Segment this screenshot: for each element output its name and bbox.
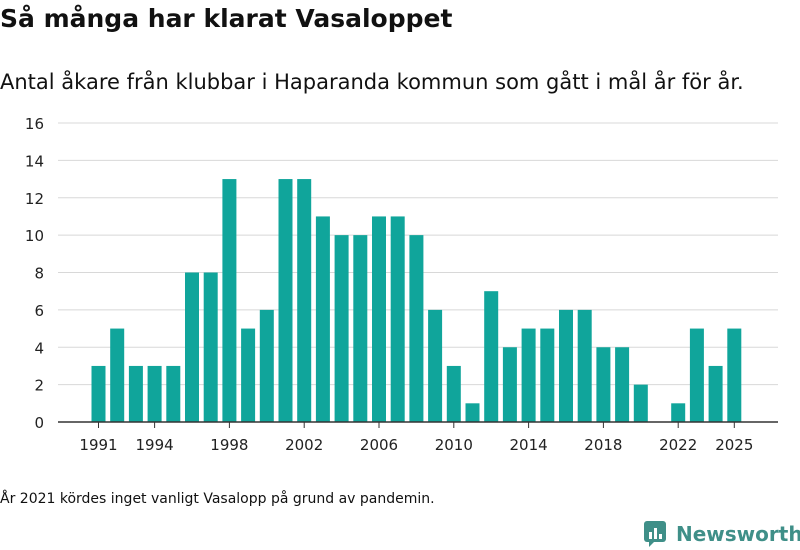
x-tick-label: 2022 — [659, 436, 697, 454]
bar-2018[interactable] — [596, 347, 611, 422]
bar-1992[interactable] — [110, 328, 125, 422]
y-tick-label: 14 — [25, 152, 44, 170]
x-tick-label: 2002 — [285, 436, 323, 454]
bar-2019[interactable] — [615, 347, 630, 422]
y-tick-label: 12 — [25, 190, 44, 208]
bar-1994[interactable] — [147, 365, 162, 422]
chart-title: Så många har klarat Vasaloppet — [0, 4, 453, 33]
bar-2024[interactable] — [708, 365, 723, 422]
bar-1997[interactable] — [203, 272, 218, 423]
bars — [91, 179, 742, 423]
footnote: År 2021 kördes inget vanligt Vasalopp på… — [0, 491, 435, 507]
bar-2015[interactable] — [540, 328, 555, 422]
brand-name: Newsworthy — [676, 522, 800, 546]
y-tick-label: 16 — [25, 115, 44, 133]
bar-1999[interactable] — [241, 328, 256, 422]
bar-1996[interactable] — [185, 272, 199, 423]
bar-2004[interactable] — [334, 235, 349, 422]
bar-2023[interactable] — [689, 328, 704, 422]
x-tick-label: 1994 — [136, 436, 174, 454]
x-tick-label: 2010 — [435, 436, 473, 454]
brand-logo[interactable]: Newsworthy — [644, 519, 800, 549]
y-tick-label: 2 — [34, 377, 44, 395]
bar-2008[interactable] — [409, 235, 424, 422]
bar-1995[interactable] — [166, 365, 181, 422]
bar-2001[interactable] — [278, 179, 293, 422]
bar-2003[interactable] — [315, 216, 330, 422]
bar-2010[interactable] — [446, 365, 461, 422]
bar-2011[interactable] — [465, 403, 480, 422]
x-tick-label: 2014 — [510, 436, 548, 454]
bar-2014[interactable] — [521, 328, 536, 422]
bar-chart: 0 2 4 6 8 10 12 14 16 1991 1994 1998 2002 2006 2010 20… — [25, 115, 778, 454]
bar-2017[interactable] — [577, 309, 592, 422]
bar-1993[interactable] — [128, 365, 143, 422]
bar-2016[interactable] — [559, 309, 573, 422]
bar-2002[interactable] — [297, 179, 312, 422]
bar-2000[interactable] — [259, 309, 274, 422]
x-tick-label: 2025 — [715, 436, 753, 454]
bar-1998[interactable] — [222, 179, 237, 422]
x-tick-label: 2018 — [584, 436, 622, 454]
bar-2006[interactable] — [372, 216, 386, 422]
bar-1991[interactable] — [91, 365, 106, 422]
y-tick-label: 6 — [34, 302, 44, 320]
newsworthy-logo-icon — [644, 521, 666, 547]
y-tick-label: 4 — [34, 339, 44, 357]
x-tick-label: 1991 — [79, 436, 117, 454]
x-axis-ticks: 1991 1994 1998 2002 2006 2010 2014 2018 2022 2025 — [79, 422, 753, 454]
bar-2007[interactable] — [390, 216, 405, 422]
y-tick-label: 10 — [25, 227, 44, 245]
bar-2012[interactable] — [484, 291, 499, 422]
bar-2009[interactable] — [428, 309, 443, 422]
bar-2022[interactable] — [671, 403, 686, 422]
x-tick-label: 2006 — [360, 436, 398, 454]
bar-2025[interactable] — [727, 328, 742, 422]
y-tick-label: 8 — [34, 265, 44, 283]
y-axis-ticks: 0 2 4 6 8 10 12 14 16 — [25, 115, 44, 432]
y-tick-label: 0 — [34, 414, 44, 432]
bar-2005[interactable] — [353, 235, 368, 422]
bar-2013[interactable] — [502, 347, 517, 422]
x-tick-label: 1998 — [210, 436, 248, 454]
chart-subtitle: Antal åkare från klubbar i Haparanda kom… — [0, 70, 744, 94]
bar-2020[interactable] — [633, 384, 648, 422]
